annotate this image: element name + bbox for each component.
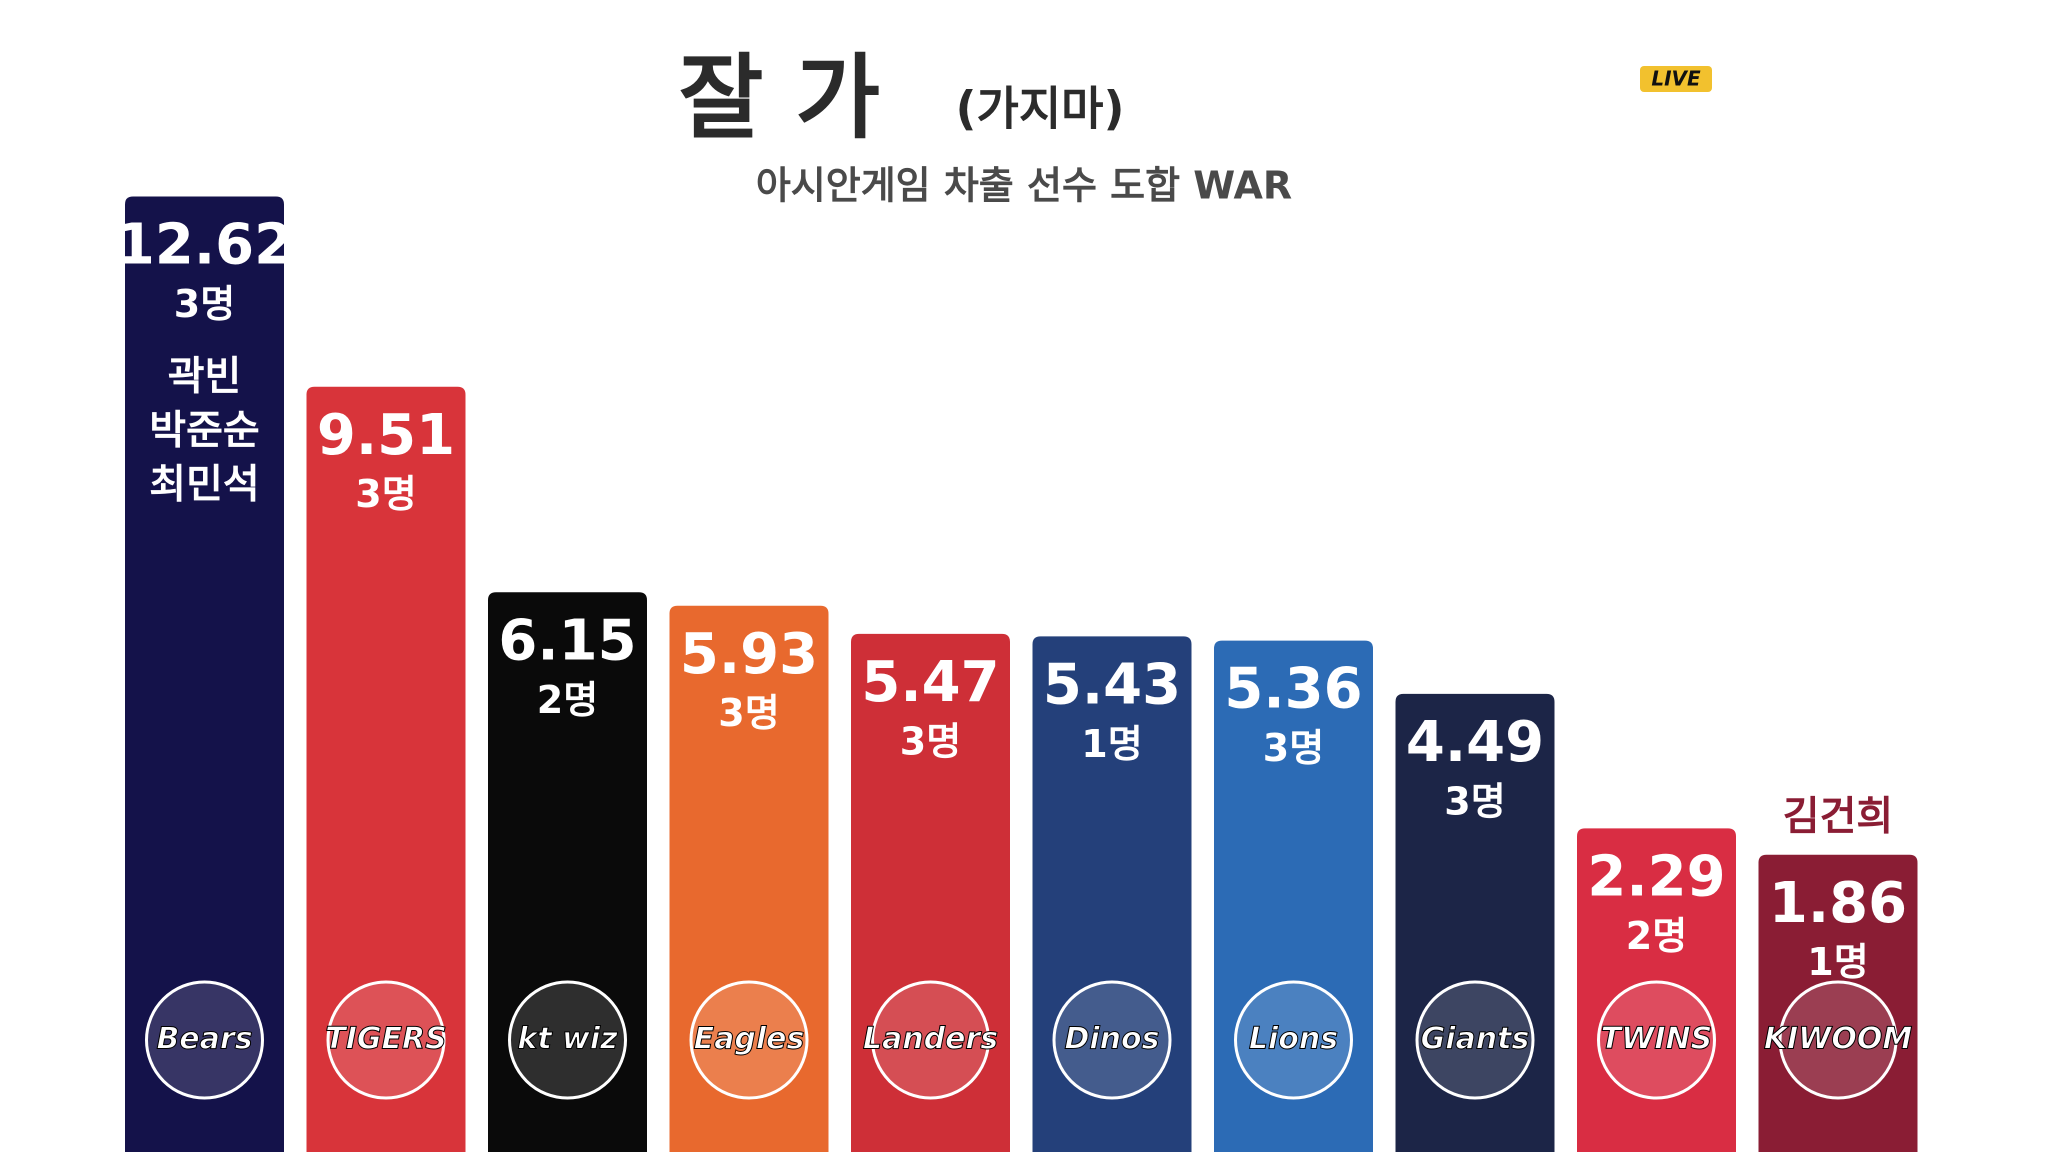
team-logo: TIGERS xyxy=(325,1022,446,1057)
logo-badge xyxy=(326,980,446,1100)
logo-badge xyxy=(1234,980,1353,1100)
chart-title: 잘 가 xyxy=(679,44,880,151)
value-label: 5.47 xyxy=(861,650,999,715)
player-name: 곽빈 xyxy=(168,353,242,399)
count-label: 1명 xyxy=(1081,722,1142,766)
logo-badge xyxy=(145,980,264,1100)
player-name: 박준순 xyxy=(149,407,259,453)
value-label: 1.86 xyxy=(1769,871,1907,936)
chart-subtitle: 아시안게임 차출 선수 도합 WAR xyxy=(756,164,1292,208)
count-label: 3명 xyxy=(174,282,235,326)
logo-badge xyxy=(871,980,990,1100)
value-label: 4.49 xyxy=(1406,710,1544,775)
logo-badge xyxy=(1415,980,1535,1100)
value-label: 9.51 xyxy=(317,403,455,468)
team-logo: TWINS xyxy=(1601,1022,1712,1057)
count-label: 3명 xyxy=(718,691,779,735)
team-logo: Giants xyxy=(1421,1022,1530,1057)
value-label: 6.15 xyxy=(498,608,636,673)
logo-badge xyxy=(689,980,809,1100)
count-label: 3명 xyxy=(1444,779,1505,823)
team-logo: Landers xyxy=(863,1022,998,1057)
player-name: 김건희 xyxy=(1783,794,1893,840)
bar xyxy=(1214,640,1373,1152)
bar xyxy=(1032,636,1192,1152)
value-label: 12.62 xyxy=(116,213,293,278)
count-label: 2명 xyxy=(537,678,598,722)
player-name: 최민석 xyxy=(149,461,259,507)
count-label: 3명 xyxy=(1263,726,1324,770)
logo-badge xyxy=(1052,980,1172,1100)
logo-badge xyxy=(1778,980,1898,1100)
count-label: 3명 xyxy=(355,472,416,516)
logo-badge xyxy=(1597,980,1716,1100)
value-label: 2.29 xyxy=(1587,845,1725,910)
live-badge: LIVE xyxy=(1651,67,1701,91)
bar xyxy=(1395,693,1555,1152)
live-badge-bg xyxy=(1640,66,1712,92)
bar xyxy=(488,592,647,1152)
count-label: 3명 xyxy=(900,719,961,763)
value-label: 5.43 xyxy=(1043,652,1181,717)
bar xyxy=(851,633,1010,1152)
value-label: 5.36 xyxy=(1224,657,1362,722)
bar xyxy=(1577,828,1736,1152)
team-logo: kt wiz xyxy=(517,1022,618,1057)
bar xyxy=(669,605,829,1152)
bar xyxy=(1758,854,1918,1152)
bar xyxy=(125,196,284,1152)
team-logo: Dinos xyxy=(1064,1022,1159,1057)
team-logo: Eagles xyxy=(694,1022,805,1057)
logo-badge xyxy=(508,980,627,1100)
count-label: 1명 xyxy=(1807,940,1868,984)
team-logo: Bears xyxy=(156,1022,252,1057)
team-logo: Lions xyxy=(1249,1022,1338,1057)
bar xyxy=(306,386,466,1152)
value-label: 5.93 xyxy=(680,622,818,687)
count-label: 2명 xyxy=(1626,914,1687,958)
team-logo: KIWOOM xyxy=(1764,1022,1913,1057)
chart-title-note: (가지마) xyxy=(955,82,1124,136)
